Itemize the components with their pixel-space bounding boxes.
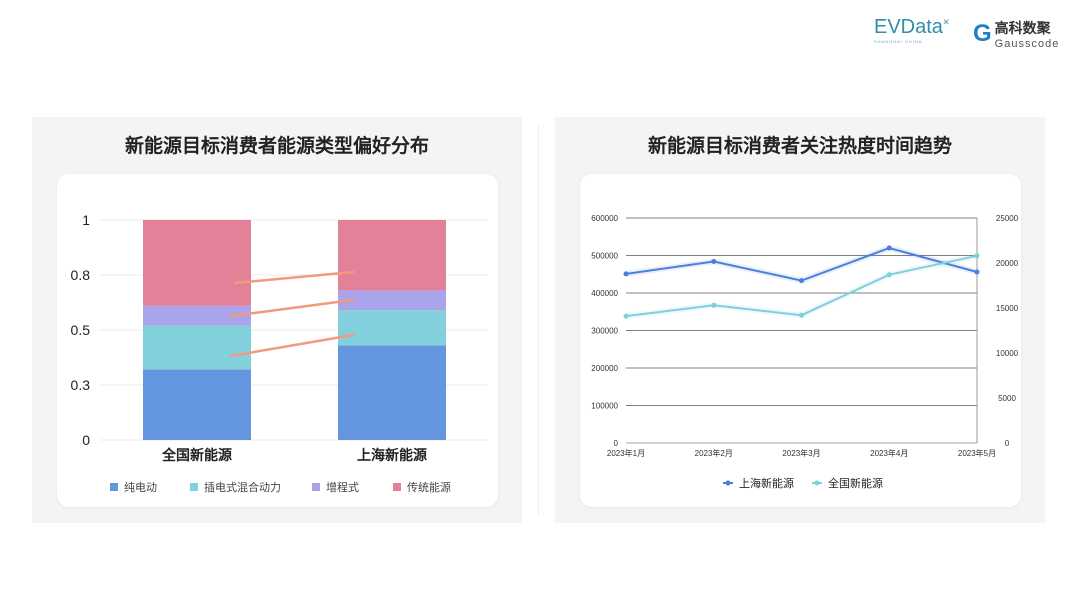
right-y-tick-label: 0 [1005,439,1010,448]
left-y-tick-label: 600000 [591,214,618,223]
legend-label: 纯电动 [124,481,157,494]
legend-swatch [393,483,401,491]
right-y-tick-label: 15000 [996,304,1019,313]
data-point [623,313,629,319]
gausscode-mark-icon: G [973,20,992,47]
bar-segment [338,220,446,291]
evdata-logo-sub: SHANGHAI CHINA [874,39,923,44]
bar-segment [143,305,251,326]
legend-marker [725,480,731,486]
x-tick-label: 2023年5月 [958,448,996,458]
left-y-tick-label: 0 [614,439,619,448]
data-point [711,302,717,308]
left-y-tick-label: 100000 [591,402,618,411]
evdata-logo-text: EVData [874,16,943,38]
legend-label: 传统能源 [407,480,451,494]
legend-swatch [312,483,320,491]
annotation-line [233,270,355,285]
right-y-tick-label: 25000 [996,214,1019,223]
divider [538,125,539,515]
legend-label: 增程式 [326,480,359,494]
bar-segment [143,220,251,306]
legend-marker [814,480,820,486]
left-y-tick-label: 400000 [591,289,618,298]
gausscode-logo-cn: 高科数聚 [994,20,1051,36]
left-y-tick-label: 500000 [591,252,618,261]
y-tick-label: 0.5 [71,322,91,338]
x-tick-label: 2023年2月 [695,448,733,458]
bar-segment [143,325,251,370]
x-tick-label: 2023年1月 [607,448,645,458]
y-tick-label: 0.3 [71,377,91,393]
left-y-tick-label: 200000 [591,364,618,373]
left-y-tick-label: 300000 [591,327,618,336]
evdata-logo: EVData× SHANGHAI CHINA [874,16,950,44]
y-tick-label: 1 [82,212,90,228]
bar-segment [338,290,446,311]
x-tick-label: 2023年4月 [870,448,908,458]
right-chart-title: 新能源目标消费者关注热度时间趋势 [647,135,952,157]
legend-swatch [190,483,198,491]
data-point [974,269,980,275]
left-chart-title: 新能源目标消费者能源类型偏好分布 [124,135,429,157]
annotation-line [229,298,355,318]
data-point [623,271,629,277]
data-point [886,272,892,278]
legend-label: 插电式混合动力 [204,480,281,494]
bar-segment [338,310,446,346]
right-y-tick-label: 20000 [996,259,1019,268]
bar-segment [143,369,251,440]
legend-swatch [110,483,118,491]
right-y-tick-label: 10000 [996,349,1019,358]
data-point [711,259,717,264]
bar-segment [338,345,446,440]
x-tick-label: 2023年3月 [782,448,820,458]
legend-label: 上海新能源 [739,476,794,490]
right-y-tick-label: 5000 [998,394,1016,403]
category-label: 全国新能源 [161,447,232,463]
y-tick-label: 0.8 [71,267,91,283]
data-point [886,245,892,251]
category-label: 上海新能源 [357,447,427,463]
y-tick-label: 0 [82,432,90,448]
data-point [799,312,804,318]
annotation-line [229,333,355,358]
right-chart-card [580,174,1021,507]
gausscode-logo-en: Gausscode [994,38,1060,50]
gausscode-logo: G 高科数聚 Gausscode [973,18,1059,50]
legend-label: 全国新能源 [828,476,883,490]
data-point [974,253,980,259]
data-point [799,278,804,284]
